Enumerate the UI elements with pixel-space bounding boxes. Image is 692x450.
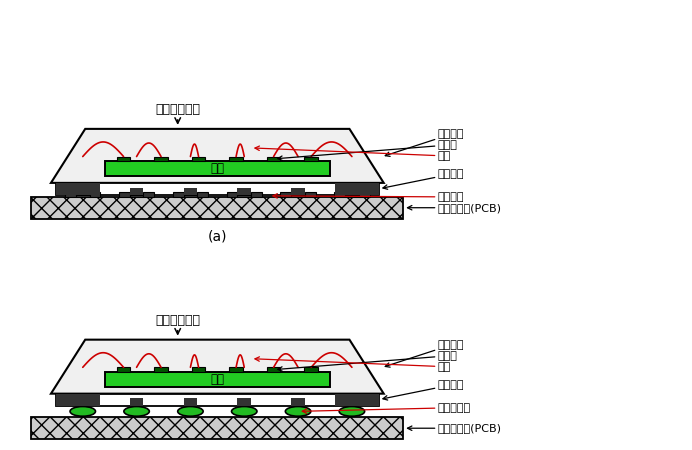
FancyBboxPatch shape [358, 192, 370, 197]
FancyBboxPatch shape [31, 197, 403, 219]
Ellipse shape [124, 406, 149, 416]
FancyBboxPatch shape [237, 398, 251, 405]
Ellipse shape [232, 406, 257, 416]
FancyBboxPatch shape [56, 183, 100, 195]
FancyBboxPatch shape [129, 398, 143, 405]
FancyBboxPatch shape [237, 188, 251, 195]
FancyBboxPatch shape [117, 157, 130, 161]
Text: 黏著墊: 黏著墊 [277, 140, 457, 161]
FancyBboxPatch shape [119, 192, 129, 197]
Ellipse shape [339, 406, 365, 416]
FancyBboxPatch shape [31, 418, 403, 439]
FancyBboxPatch shape [345, 188, 358, 195]
FancyBboxPatch shape [56, 394, 100, 405]
FancyBboxPatch shape [335, 394, 379, 405]
FancyBboxPatch shape [291, 195, 305, 197]
FancyBboxPatch shape [197, 192, 208, 197]
FancyBboxPatch shape [229, 367, 243, 372]
FancyBboxPatch shape [154, 157, 168, 161]
Text: (a): (a) [208, 230, 227, 243]
FancyBboxPatch shape [237, 195, 251, 197]
Text: 黏著墊: 黏著墊 [277, 351, 457, 371]
FancyBboxPatch shape [183, 188, 197, 195]
FancyBboxPatch shape [192, 157, 206, 161]
FancyBboxPatch shape [251, 192, 262, 197]
FancyBboxPatch shape [76, 195, 90, 197]
Text: 晶片正面朝上: 晶片正面朝上 [155, 103, 200, 116]
Text: 金屬接腳: 金屬接腳 [273, 192, 464, 202]
Text: 封裝外殼: 封裝外殼 [385, 129, 464, 157]
FancyBboxPatch shape [65, 192, 76, 197]
FancyBboxPatch shape [143, 192, 154, 197]
Text: 封裝外殼: 封裝外殼 [385, 340, 464, 367]
Polygon shape [51, 129, 383, 183]
FancyBboxPatch shape [345, 195, 358, 197]
FancyBboxPatch shape [173, 192, 183, 197]
FancyBboxPatch shape [304, 367, 318, 372]
FancyBboxPatch shape [229, 157, 243, 161]
FancyBboxPatch shape [334, 192, 345, 197]
FancyBboxPatch shape [192, 367, 206, 372]
Text: 晶片: 晶片 [210, 162, 224, 176]
FancyBboxPatch shape [291, 398, 305, 405]
FancyBboxPatch shape [345, 398, 358, 405]
FancyBboxPatch shape [304, 157, 318, 161]
FancyBboxPatch shape [227, 192, 237, 197]
FancyBboxPatch shape [104, 372, 330, 387]
Polygon shape [51, 340, 383, 394]
Text: 導線載板: 導線載板 [383, 169, 464, 189]
FancyBboxPatch shape [154, 367, 168, 372]
FancyBboxPatch shape [280, 192, 291, 197]
FancyBboxPatch shape [305, 192, 316, 197]
FancyBboxPatch shape [56, 183, 379, 195]
FancyBboxPatch shape [335, 183, 379, 195]
FancyBboxPatch shape [129, 188, 143, 195]
Text: 印刷電路板(PCB): 印刷電路板(PCB) [408, 423, 502, 433]
Text: 金線: 金線 [255, 146, 450, 161]
Ellipse shape [285, 406, 311, 416]
FancyBboxPatch shape [183, 195, 197, 197]
Text: 導線載板: 導線載板 [383, 380, 464, 400]
Text: 印刷電路板(PCB): 印刷電路板(PCB) [408, 202, 502, 213]
Ellipse shape [178, 406, 203, 416]
Text: 外部金屬球: 外部金屬球 [302, 403, 471, 414]
FancyBboxPatch shape [183, 398, 197, 405]
FancyBboxPatch shape [266, 157, 280, 161]
FancyBboxPatch shape [56, 394, 379, 405]
FancyBboxPatch shape [129, 195, 143, 197]
Text: 晶片: 晶片 [210, 373, 224, 386]
FancyBboxPatch shape [266, 367, 280, 372]
FancyBboxPatch shape [76, 188, 90, 195]
FancyBboxPatch shape [291, 188, 305, 195]
Ellipse shape [70, 406, 95, 416]
Text: 金線: 金線 [255, 357, 450, 372]
FancyBboxPatch shape [117, 367, 130, 372]
FancyBboxPatch shape [90, 192, 100, 197]
FancyBboxPatch shape [76, 398, 90, 405]
Text: 晶片正面朝上: 晶片正面朝上 [155, 314, 200, 327]
FancyBboxPatch shape [104, 161, 330, 176]
